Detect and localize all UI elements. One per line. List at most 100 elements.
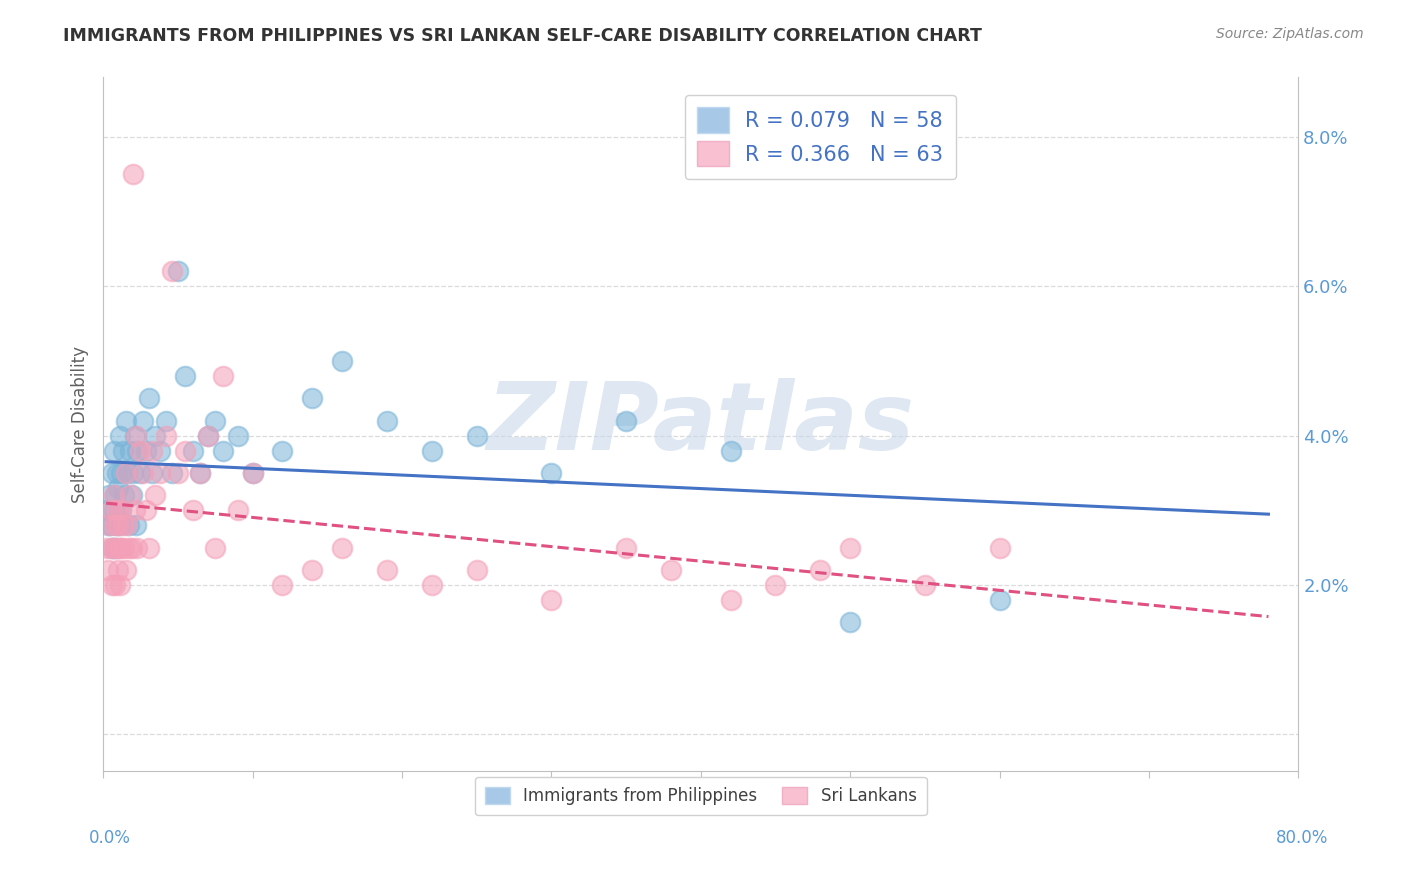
Point bbox=[720, 443, 742, 458]
Point bbox=[211, 368, 233, 383]
Point bbox=[108, 428, 131, 442]
Point bbox=[122, 466, 145, 480]
Text: ZIPatlas: ZIPatlas bbox=[486, 378, 915, 470]
Text: IMMIGRANTS FROM PHILIPPINES VS SRI LANKAN SELF-CARE DISABILITY CORRELATION CHART: IMMIGRANTS FROM PHILIPPINES VS SRI LANKA… bbox=[63, 27, 983, 45]
Point bbox=[226, 428, 249, 442]
Point bbox=[110, 466, 132, 480]
Point bbox=[112, 541, 135, 555]
Point bbox=[104, 541, 127, 555]
Point bbox=[110, 541, 132, 555]
Point bbox=[111, 518, 134, 533]
Point bbox=[166, 466, 188, 480]
Point bbox=[138, 392, 160, 406]
Point bbox=[155, 414, 177, 428]
Point bbox=[197, 428, 219, 442]
Point bbox=[204, 541, 226, 555]
Point bbox=[112, 488, 135, 502]
Point bbox=[138, 541, 160, 555]
Point bbox=[103, 503, 125, 517]
Point bbox=[103, 541, 125, 555]
Point bbox=[160, 466, 183, 480]
Point bbox=[135, 503, 157, 517]
Point bbox=[125, 518, 148, 533]
Point bbox=[125, 428, 148, 442]
Point bbox=[98, 488, 121, 502]
Point bbox=[118, 443, 141, 458]
Point bbox=[100, 518, 122, 533]
Point bbox=[94, 503, 117, 517]
Legend: Immigrants from Philippines, Sri Lankans: Immigrants from Philippines, Sri Lankans bbox=[475, 777, 927, 815]
Point bbox=[242, 466, 264, 480]
Point bbox=[115, 466, 138, 480]
Point bbox=[988, 541, 1011, 555]
Point bbox=[107, 503, 129, 517]
Point bbox=[117, 541, 139, 555]
Point bbox=[166, 264, 188, 278]
Point bbox=[101, 466, 124, 480]
Point bbox=[105, 541, 128, 555]
Point bbox=[104, 488, 127, 502]
Point bbox=[720, 592, 742, 607]
Point bbox=[105, 503, 128, 517]
Point bbox=[765, 578, 787, 592]
Point bbox=[659, 563, 682, 577]
Point bbox=[375, 563, 398, 577]
Point bbox=[101, 578, 124, 592]
Point bbox=[204, 414, 226, 428]
Point bbox=[808, 563, 831, 577]
Point bbox=[271, 578, 294, 592]
Point bbox=[101, 503, 124, 517]
Point bbox=[107, 481, 129, 495]
Point bbox=[101, 541, 124, 555]
Point bbox=[110, 503, 132, 517]
Point bbox=[540, 466, 562, 480]
Point bbox=[839, 541, 862, 555]
Point bbox=[111, 443, 134, 458]
Point bbox=[145, 428, 167, 442]
Point bbox=[105, 466, 128, 480]
Point bbox=[614, 541, 637, 555]
Point bbox=[330, 354, 353, 368]
Point bbox=[127, 443, 149, 458]
Point bbox=[301, 563, 323, 577]
Point bbox=[145, 488, 167, 502]
Point bbox=[108, 541, 131, 555]
Point bbox=[114, 563, 136, 577]
Text: 80.0%: 80.0% bbox=[1277, 829, 1329, 847]
Point bbox=[94, 541, 117, 555]
Text: 0.0%: 0.0% bbox=[89, 829, 131, 847]
Point bbox=[465, 563, 488, 577]
Point bbox=[540, 592, 562, 607]
Point bbox=[188, 466, 211, 480]
Point bbox=[330, 541, 353, 555]
Point bbox=[614, 414, 637, 428]
Point bbox=[132, 466, 155, 480]
Point bbox=[160, 264, 183, 278]
Point bbox=[122, 168, 145, 182]
Point bbox=[155, 428, 177, 442]
Point bbox=[132, 414, 155, 428]
Point bbox=[149, 443, 172, 458]
Point bbox=[301, 392, 323, 406]
Y-axis label: Self-Care Disability: Self-Care Disability bbox=[72, 346, 89, 503]
Point bbox=[98, 518, 121, 533]
Point bbox=[103, 443, 125, 458]
Point bbox=[988, 592, 1011, 607]
Point bbox=[188, 466, 211, 480]
Point bbox=[465, 428, 488, 442]
Point bbox=[114, 466, 136, 480]
Point bbox=[107, 518, 129, 533]
Point bbox=[197, 428, 219, 442]
Point bbox=[242, 466, 264, 480]
Point bbox=[129, 466, 152, 480]
Point bbox=[914, 578, 936, 592]
Point bbox=[174, 368, 197, 383]
Point bbox=[181, 443, 204, 458]
Point bbox=[107, 563, 129, 577]
Point bbox=[211, 443, 233, 458]
Point bbox=[108, 518, 131, 533]
Point bbox=[174, 443, 197, 458]
Point bbox=[129, 443, 152, 458]
Point bbox=[149, 466, 172, 480]
Point bbox=[110, 503, 132, 517]
